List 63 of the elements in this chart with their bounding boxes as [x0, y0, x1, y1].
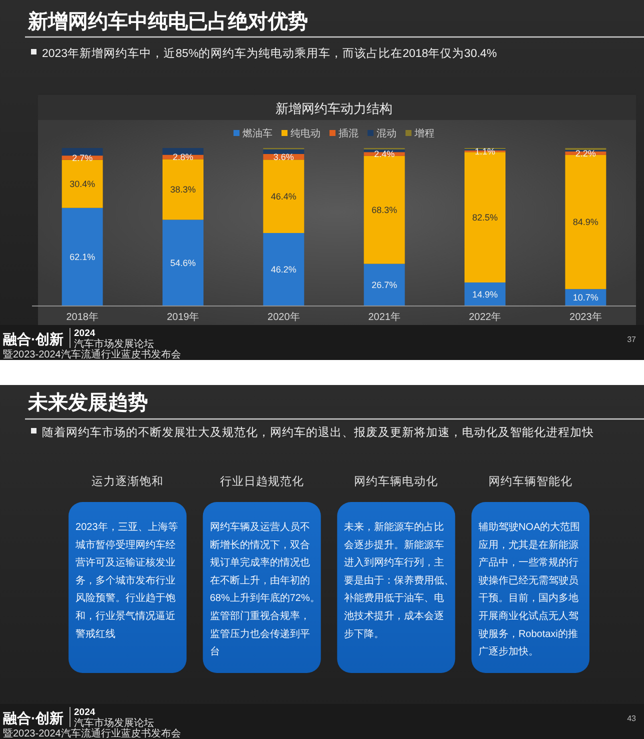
legend-label: 增程 — [414, 128, 434, 140]
text: 未来，新能源车的占比会逐步提升。新能源车进入到网约车行列，主要是由于：保养费用低、补能费用低于油车、电池技术提升，成本会逐步下降。 — [344, 521, 454, 640]
bar — [162, 159, 204, 220]
bar — [263, 233, 304, 306]
legend-label: 燃油车 — [242, 128, 272, 140]
data-label: 38.3% — [170, 184, 196, 195]
text: 网约车辆电动化 — [354, 474, 438, 488]
x-tick-label: 2019年 — [166, 311, 200, 323]
text: 37 — [627, 335, 637, 344]
text: 辅助驾驶NOA的大范围应用，尤其是在新能源产品中，一些常规的行驶操作已经无需驾驶员干预。目前，国内多地开展商业化试点无人驾驶服务，Robotaxi的推广逐步加快。 — [478, 521, 580, 658]
data-label: 26.7% — [372, 280, 398, 290]
data-label: 62.1% — [70, 252, 96, 262]
bar — [364, 264, 405, 306]
bar — [62, 160, 103, 208]
legend-label: 插混 — [338, 128, 358, 140]
bar — [62, 208, 103, 306]
data-label: 46.2% — [270, 264, 296, 275]
data-label: 30.4% — [70, 179, 96, 190]
text: 汽车市场发展论坛 — [74, 717, 154, 729]
data-label: 2.7% — [72, 152, 93, 163]
bar — [62, 148, 103, 156]
x-tick-label: 2022年 — [468, 311, 502, 323]
data-label: 14.9% — [472, 289, 498, 300]
x-tick-label: 2018年 — [66, 311, 98, 323]
text: 暨2023-2024汽车流通行业蓝皮书发布会 — [3, 348, 181, 360]
data-label: 68.3% — [372, 205, 398, 216]
chart-subtitle: 2023年新增网约车中，近85%的网约车为纯电动乘用车，而该占比在2018年仅为30.4% — [42, 46, 497, 60]
chart-title: 新增网约车中纯电已占绝对优势 — [27, 10, 308, 33]
data-label: 46.4% — [270, 192, 296, 202]
text: 网约车辆及运营人员不断增长的情况下，双合规订单完成率的情况也在不断上升，由年初的68%上升到年底的72%。监管部门重视合规率，监管压力也会传递到平台 — [210, 521, 320, 658]
text: 融合·创新 — [3, 331, 64, 347]
text: 新增网约车动力结构 — [276, 101, 392, 116]
x-tick-label: 2021年 — [368, 311, 400, 323]
legend-label: 混动 — [376, 128, 396, 140]
bar — [162, 148, 204, 155]
bar — [263, 149, 304, 154]
text: 行业日趋规范化 — [220, 475, 304, 488]
text: 网约车辆智能化 — [488, 474, 572, 488]
bar — [263, 160, 304, 234]
data-label: 54.6% — [170, 258, 196, 268]
data-label: 84.9% — [572, 217, 598, 228]
legend-label: 纯电动 — [290, 128, 320, 140]
text: 2024 — [74, 328, 96, 339]
data-label: 2.4% — [374, 149, 395, 160]
text: 运力逐渐饱和 — [92, 475, 164, 488]
text: 未来发展趋势 — [27, 392, 148, 414]
text: 暨2023-2024汽车流通行业蓝皮书发布会 — [3, 728, 181, 739]
data-label: 2.8% — [172, 152, 194, 162]
bar — [565, 154, 606, 290]
text: 随着网约车市场的不断发展壮大及规范化，网约车的退出、报废及更新将加速，电动化及智能化进程加快 — [42, 425, 594, 439]
data-label: 10.7% — [572, 292, 598, 303]
text: 汽车市场发展论坛 — [74, 338, 154, 350]
text: 融合·创新 — [3, 710, 64, 726]
data-label: 2.2% — [575, 148, 596, 158]
text: 2023年，三亚、上海等城市暂停受理网约车经营许可及运输证核发业务，多个城市发布行业风险预警。行业趋于饱和，行业景气情况逼近警戒红线 — [74, 521, 178, 640]
x-tick-label: 2023年 — [570, 311, 602, 323]
data-label: 3.6% — [273, 152, 294, 162]
bar — [162, 220, 204, 306]
x-tick-label: 2020年 — [268, 311, 300, 323]
bar — [364, 156, 405, 264]
data-label: 82.5% — [472, 212, 498, 222]
text: 2024 — [74, 707, 96, 718]
text: 43 — [627, 714, 637, 723]
